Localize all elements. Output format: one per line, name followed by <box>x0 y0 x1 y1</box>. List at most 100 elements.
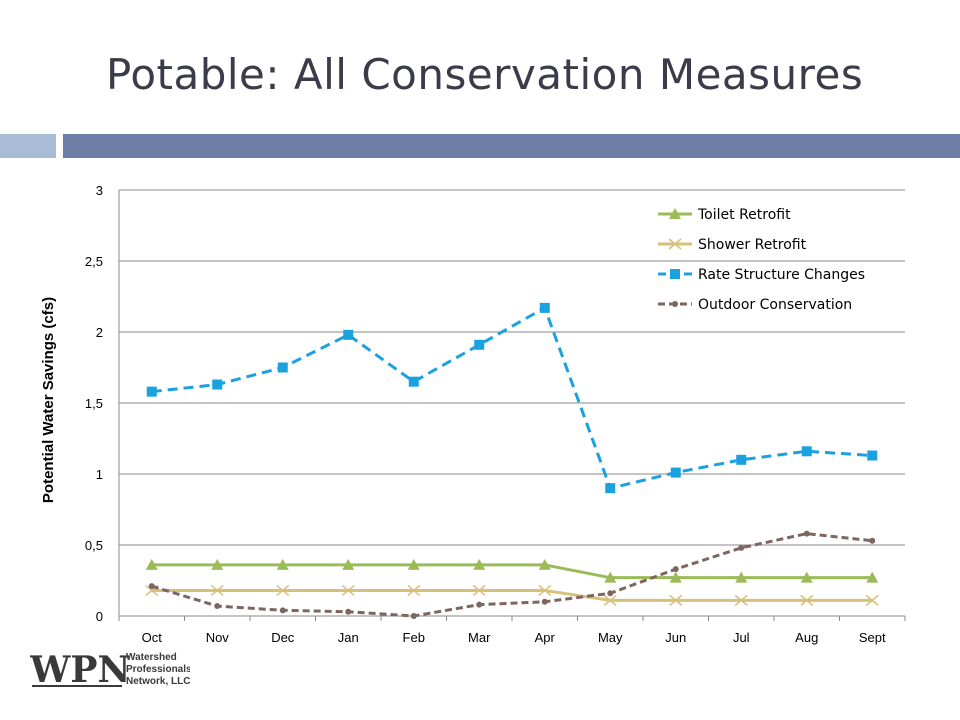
chart-series <box>145 302 879 619</box>
slide-title: Potable: All Conservation Measures <box>106 50 864 99</box>
data-point <box>407 584 421 597</box>
y-tick-label: 0 <box>96 609 103 624</box>
y-tick-label: 0,5 <box>85 538 103 553</box>
data-point <box>279 607 286 614</box>
data-point <box>605 483 616 494</box>
data-point <box>803 530 810 537</box>
data-point <box>476 601 483 608</box>
data-point <box>603 594 617 606</box>
data-point <box>407 558 420 570</box>
data-point <box>277 362 288 373</box>
data-point <box>276 584 290 597</box>
data-point <box>474 339 485 350</box>
data-point <box>410 613 417 619</box>
data-point <box>670 467 681 478</box>
data-point <box>343 329 354 340</box>
data-point <box>212 379 223 390</box>
wpn-logo: WPN Watershed Professionals Network, LLC <box>30 649 190 691</box>
data-point <box>736 454 747 465</box>
data-point <box>210 584 224 597</box>
series-toilet-retrofit <box>145 558 879 583</box>
data-point <box>669 208 681 219</box>
data-point <box>539 302 550 313</box>
data-point <box>669 571 682 583</box>
data-point <box>211 558 224 570</box>
data-point <box>276 558 289 570</box>
y-tick-label: 1,5 <box>85 396 103 411</box>
x-tick-label: Apr <box>535 630 556 645</box>
data-point <box>672 566 679 573</box>
data-point <box>800 571 813 583</box>
x-axis-ticks: Oct Nov Dec Jan Feb Mar Apr May Jun Jul Aug Sept <box>118 616 906 645</box>
data-point <box>738 544 745 551</box>
x-tick-label: Sept <box>859 630 886 645</box>
data-point <box>146 386 157 397</box>
logo-line-2: Professionals <box>126 664 190 675</box>
series-line <box>151 588 873 602</box>
data-point <box>345 608 352 615</box>
data-point <box>607 590 614 597</box>
data-point <box>800 594 814 606</box>
y-axis-label: Potential Water Savings (cfs) <box>40 297 57 503</box>
data-point <box>735 571 748 583</box>
data-point <box>869 537 876 544</box>
legend-item: Rate Structure Changes <box>658 267 865 283</box>
series-line <box>151 563 873 580</box>
data-point <box>148 583 155 590</box>
series-line <box>151 532 873 618</box>
series-line <box>151 305 873 490</box>
y-tick-label: 3 <box>96 183 103 198</box>
title-band-accent <box>0 134 56 158</box>
series-outdoor-conservation <box>148 530 876 619</box>
y-axis-ticks: 0 0,5 1 1,5 2 2,5 3 <box>85 183 103 624</box>
data-point <box>214 603 221 610</box>
data-point <box>670 269 680 279</box>
y-tick-label: 2,5 <box>85 254 103 269</box>
legend-item: Shower Retrofit <box>658 237 807 253</box>
data-point <box>668 238 682 250</box>
data-point <box>538 584 552 597</box>
data-point <box>604 571 617 583</box>
data-point <box>472 584 486 597</box>
data-point <box>538 558 551 570</box>
data-point <box>865 594 879 606</box>
x-tick-label: Oct <box>142 630 163 645</box>
legend-item: Outdoor Conservation <box>658 297 852 313</box>
data-point <box>866 571 879 583</box>
data-point <box>867 450 878 461</box>
legend-label: Rate Structure Changes <box>698 267 865 283</box>
legend-label: Outdoor Conservation <box>698 297 852 313</box>
chart-gridlines <box>118 189 905 617</box>
data-point <box>801 446 812 457</box>
legend-item: Toilet Retrofit <box>658 207 791 223</box>
x-tick-label: Jan <box>338 630 359 645</box>
x-tick-label: Jul <box>733 630 750 645</box>
x-tick-label: Nov <box>206 630 230 645</box>
data-point <box>669 594 683 606</box>
legend-label: Shower Retrofit <box>698 237 807 253</box>
data-point <box>145 558 158 570</box>
y-tick-label: 2 <box>96 325 103 340</box>
x-tick-label: Mar <box>468 630 491 645</box>
legend-label: Toilet Retrofit <box>697 207 791 223</box>
data-point <box>672 301 678 307</box>
data-point <box>473 558 486 570</box>
data-point <box>541 598 548 605</box>
x-tick-label: Jun <box>665 630 686 645</box>
logo-mark: WPN <box>30 649 130 691</box>
title-band <box>63 134 960 158</box>
chart-legend: Toilet Retrofit Shower Retrofit Rate Struc… <box>658 207 865 313</box>
data-point <box>734 594 748 606</box>
logo-line-1: Watershed <box>126 652 177 663</box>
logo-line-3: Network, LLC <box>126 676 190 687</box>
x-tick-label: May <box>598 630 623 645</box>
y-tick-label: 1 <box>96 467 103 482</box>
series-rate-structure-changes <box>146 302 878 494</box>
data-point <box>408 376 419 387</box>
x-tick-label: Dec <box>271 630 295 645</box>
data-point <box>342 558 355 570</box>
x-tick-label: Aug <box>795 630 818 645</box>
x-tick-label: Feb <box>403 630 425 645</box>
data-point <box>341 584 355 597</box>
